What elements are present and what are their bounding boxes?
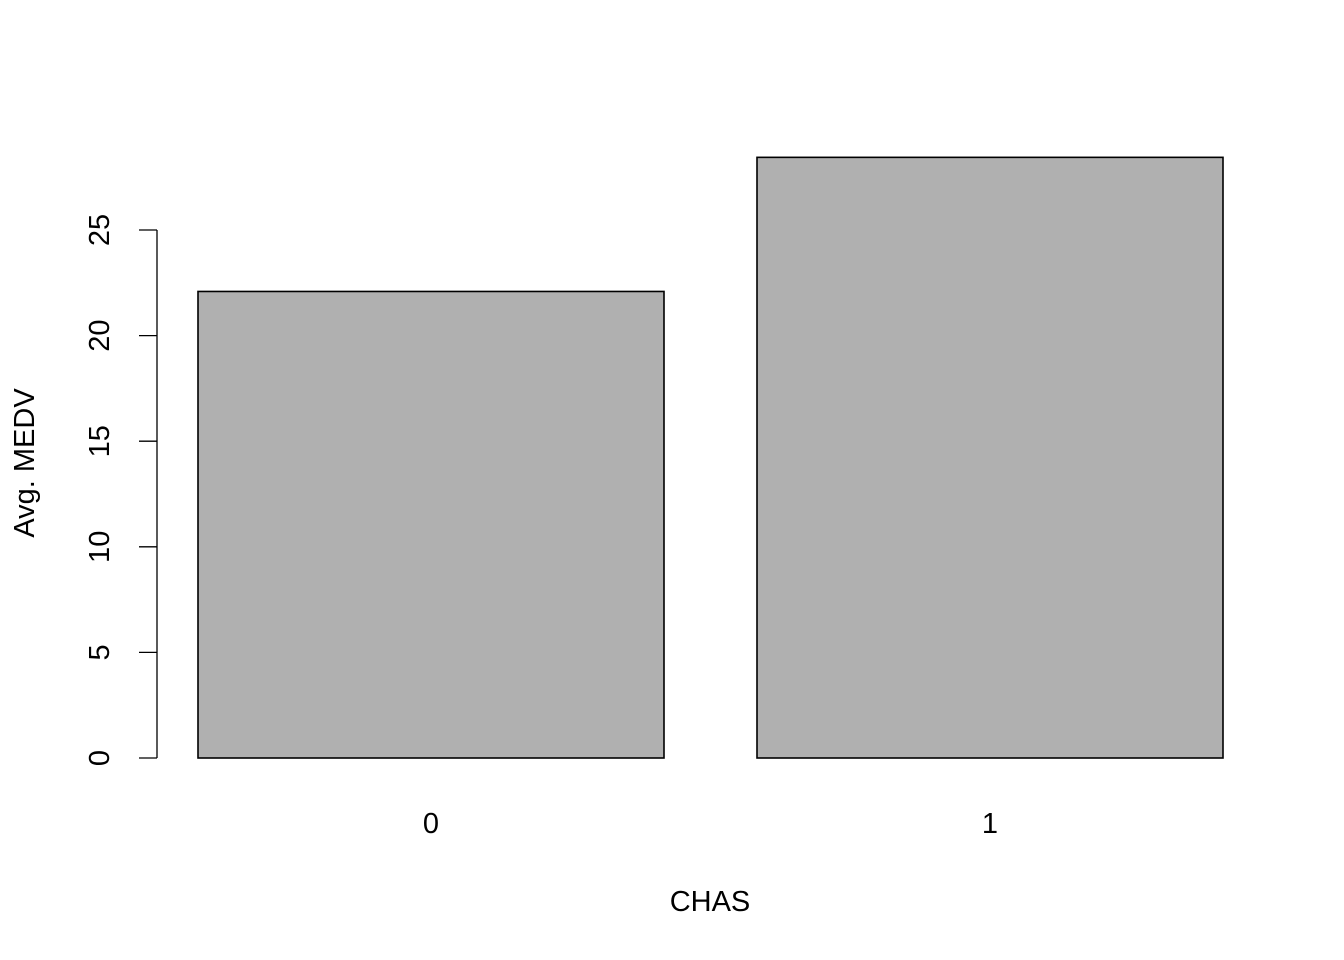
x-tick-label-0: 0 [423,808,439,840]
bars-layer [197,156,1224,759]
y-tick-label-10: 10 [84,531,116,563]
y-tick-label-5: 5 [84,644,116,660]
bar-1 [756,156,1224,759]
y-tick-label-15: 15 [84,425,116,457]
y-tick-label-0: 0 [84,750,116,766]
x-axis-title: CHAS [670,886,751,918]
y-tick-label-20: 20 [84,319,116,351]
x-tick-label-1: 1 [982,808,998,840]
y-axis: 0 5 10 15 20 25 [84,214,158,766]
bar-0 [197,290,665,759]
y-axis-title: Avg. MEDV [9,388,41,538]
y-tick-label-25: 25 [84,214,116,246]
